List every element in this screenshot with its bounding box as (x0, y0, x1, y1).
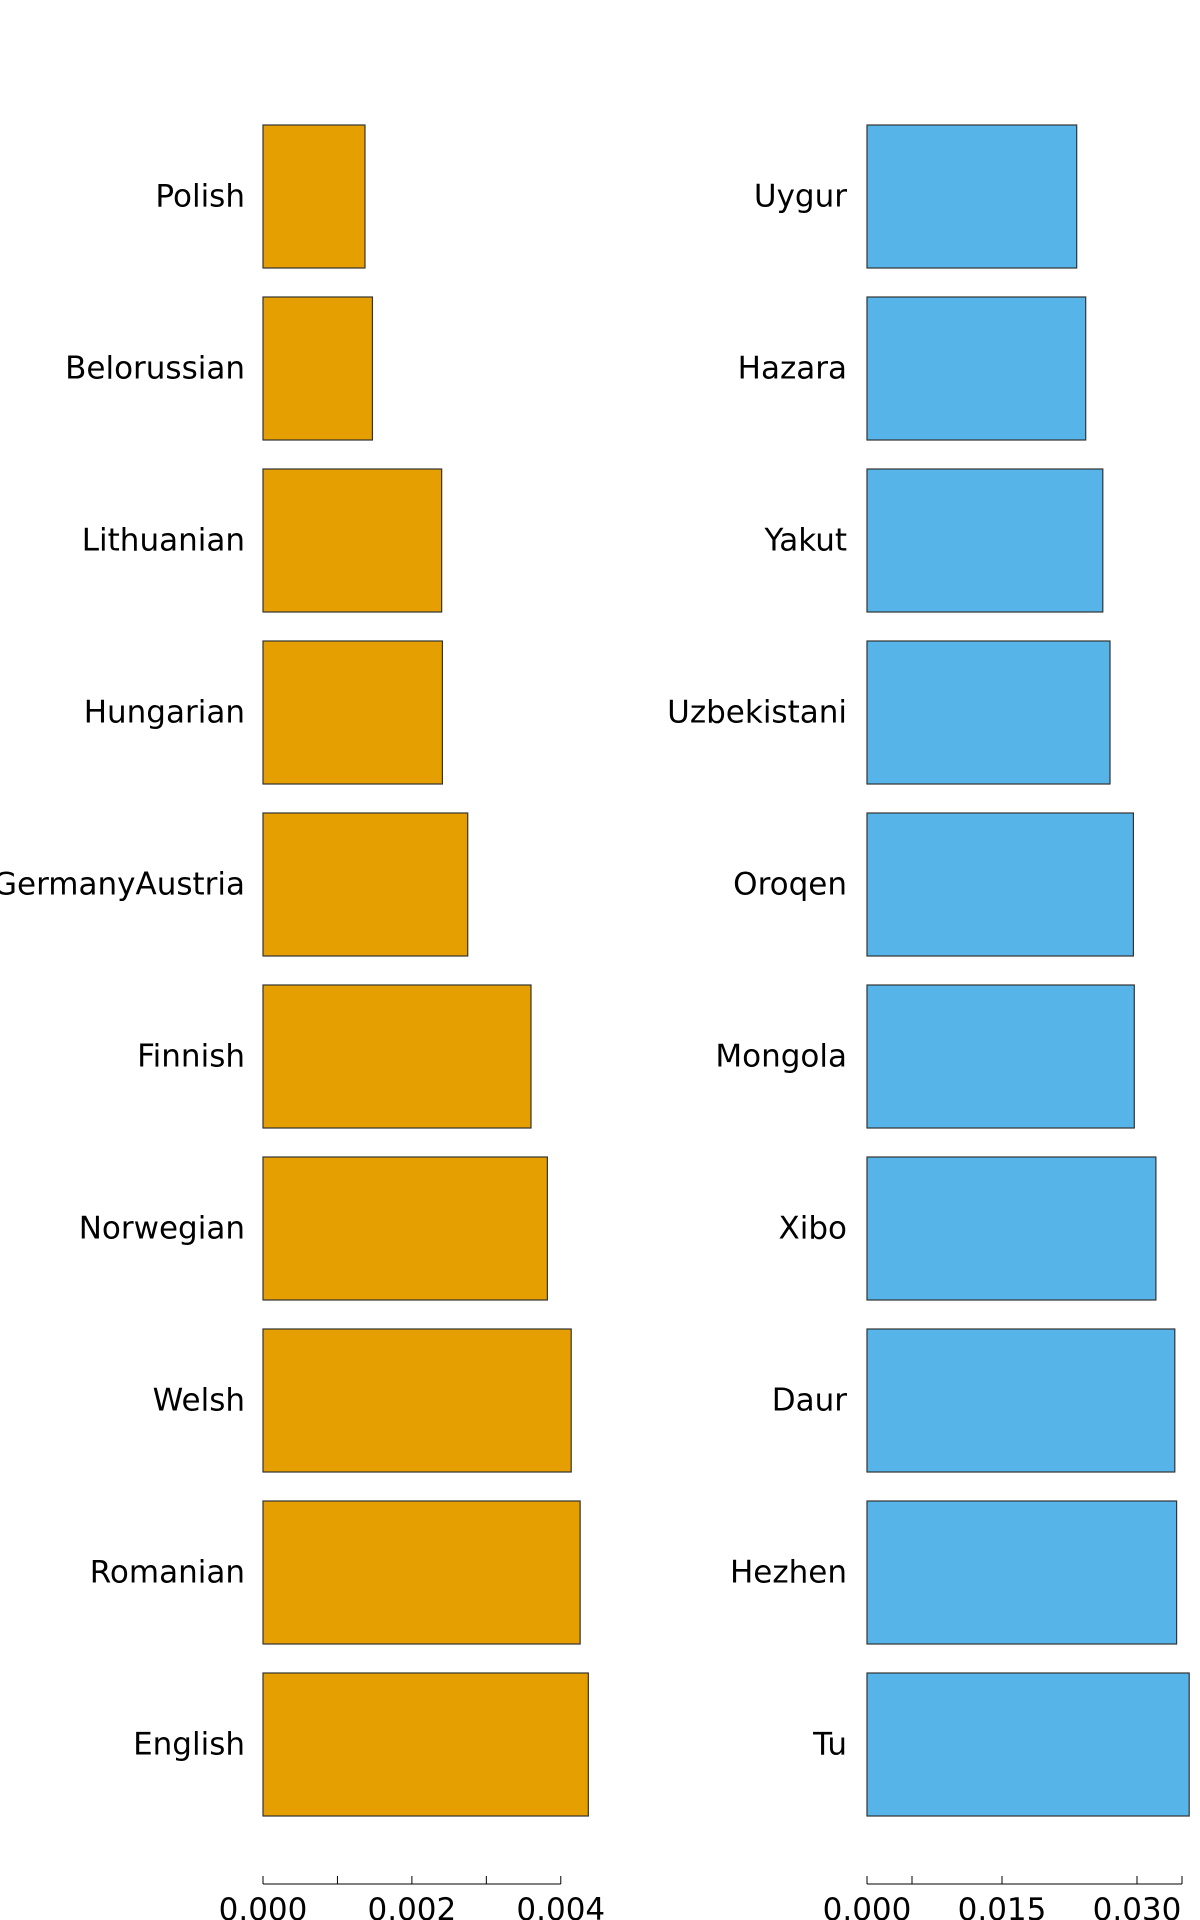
category-label: Finnish (137, 1039, 245, 1075)
bar-lithuanian (262, 468, 443, 613)
category-label: Hazara (738, 351, 847, 387)
x-tick-label: 0.004 (516, 1892, 605, 1920)
x-tick-label: 0.015 (958, 1892, 1047, 1920)
bar-romanian (262, 1500, 581, 1645)
bar-uzbekistani (866, 640, 1111, 785)
x-tick-label: 0.000 (219, 1892, 308, 1920)
bar-finnish (262, 984, 532, 1129)
bar-oroqen (866, 812, 1134, 957)
category-label: Belorussian (65, 351, 245, 387)
bar-hezhen (866, 1500, 1178, 1645)
category-label: Tu (812, 1727, 847, 1763)
category-label: Uzbekistani (667, 695, 847, 731)
bar-yakut (866, 468, 1104, 613)
bar-tu (866, 1672, 1190, 1817)
category-label: Oroqen (733, 867, 847, 903)
bar-english (262, 1672, 589, 1817)
bar-xibo (866, 1156, 1157, 1301)
bar-daur (866, 1328, 1176, 1473)
bar-hungarian (262, 640, 444, 785)
category-label: Norwegian (79, 1211, 245, 1247)
category-label: Hungarian (84, 695, 245, 731)
category-label: Daur (772, 1383, 848, 1419)
x-tick-label: 0.002 (368, 1892, 457, 1920)
bar-hazara (866, 296, 1087, 441)
category-label: GermanyAustria (0, 867, 245, 903)
category-label: Romanian (90, 1555, 245, 1591)
category-label: Mongola (715, 1039, 847, 1075)
category-label: Polish (155, 179, 245, 215)
bar-belorussian (262, 296, 374, 441)
bar-welsh (262, 1328, 572, 1473)
x-tick-label: 0.000 (823, 1892, 912, 1920)
category-label: Uygur (754, 179, 847, 215)
bar-germanyaustria (262, 812, 469, 957)
bar-uygur (866, 124, 1078, 269)
category-label: Yakut (764, 523, 847, 559)
category-label: Xibo (779, 1211, 848, 1247)
right-bar-chart: Uygur Hazara Yakut Uzbekistani Oroqen Mongola… (667, 124, 1190, 1920)
bar-norwegian (262, 1156, 548, 1301)
category-label: Hezhen (730, 1555, 847, 1591)
bar-mongola (866, 984, 1135, 1129)
left-bar-chart: Polish Belorussian Lithuanian Hungarian Germ… (0, 124, 605, 1920)
category-label: Lithuanian (82, 523, 245, 559)
category-label: Welsh (153, 1383, 245, 1419)
category-label: English (133, 1727, 245, 1763)
x-tick-label: 0.030 (1093, 1892, 1182, 1920)
bar-polish (262, 124, 366, 269)
